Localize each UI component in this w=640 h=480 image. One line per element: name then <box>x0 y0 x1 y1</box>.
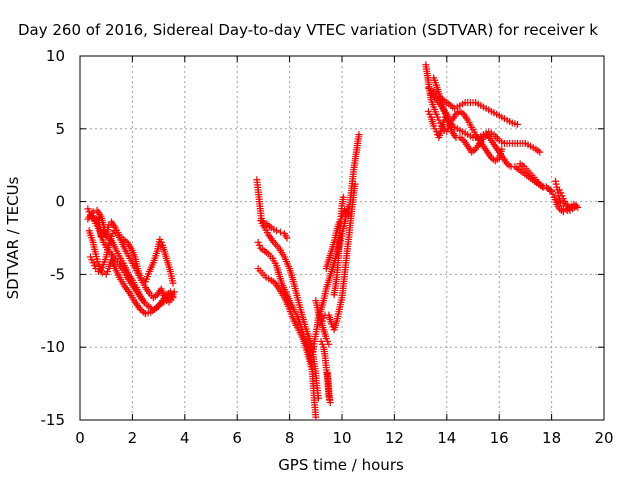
x-tick-label: 2 <box>128 429 138 447</box>
y-tick-label: 0 <box>55 193 65 211</box>
data-point <box>170 288 178 296</box>
x-axis-label: GPS time / hours <box>278 456 404 474</box>
x-tick-label: 12 <box>385 429 404 447</box>
x-tick-label: 16 <box>490 429 509 447</box>
data-point <box>276 228 284 236</box>
x-tick-label: 14 <box>437 429 456 447</box>
tick-marks <box>79 55 605 421</box>
y-tick-label: -15 <box>41 411 66 429</box>
data-point <box>283 234 291 242</box>
y-tick-label: -10 <box>41 338 66 356</box>
x-tick-label: 20 <box>594 429 613 447</box>
y-tick-labels: -15 -10 -5 0 5 10 <box>41 47 66 429</box>
data-point <box>308 365 316 373</box>
y-tick-label: 10 <box>46 47 65 65</box>
x-tick-label: 0 <box>75 429 85 447</box>
data-point <box>443 110 451 118</box>
chart-title: Day 260 of 2016, Sidereal Day-to-day VTE… <box>18 21 598 39</box>
data-point <box>312 413 320 421</box>
x-tick-label: 6 <box>232 429 242 447</box>
data-point <box>169 279 177 287</box>
data-point <box>324 369 332 377</box>
data-point <box>325 340 333 348</box>
x-tick-labels: 0 2 4 6 8 10 12 14 16 18 20 <box>75 429 613 447</box>
y-tick-label: 5 <box>55 120 65 138</box>
data-point <box>339 193 347 201</box>
y-axis-label: SDTVAR / TECUs <box>4 176 22 299</box>
y-tick-label: -5 <box>50 265 65 283</box>
data-point <box>355 131 363 139</box>
data-points <box>84 61 582 421</box>
data-point <box>140 298 148 306</box>
x-tick-label: 4 <box>180 429 190 447</box>
data-point <box>514 120 522 128</box>
data-point <box>169 294 177 302</box>
data-point <box>572 202 580 210</box>
data-point <box>536 148 544 156</box>
data-point <box>540 183 548 191</box>
x-tick-label: 8 <box>285 429 295 447</box>
x-tick-label: 18 <box>542 429 561 447</box>
x-tick-label: 10 <box>332 429 351 447</box>
data-point <box>138 276 146 284</box>
data-point <box>273 227 280 235</box>
